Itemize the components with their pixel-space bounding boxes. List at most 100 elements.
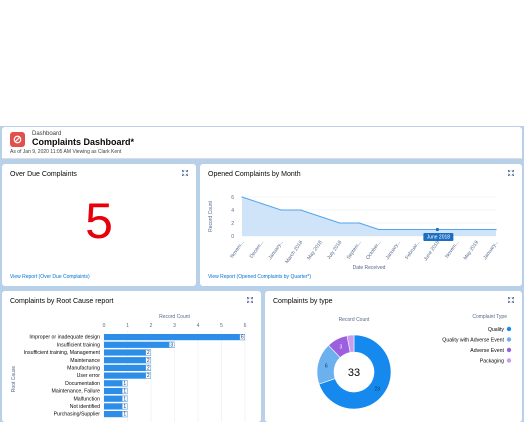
expand-icon[interactable] <box>247 297 253 303</box>
data-point <box>378 228 380 231</box>
bar-value-badge <box>122 396 128 402</box>
bar <box>104 364 151 371</box>
view-report-link[interactable]: View Report (Over Due Complaints) <box>10 274 90 280</box>
axis-label: Record Count <box>339 317 370 323</box>
card-title: Over Due Complaints <box>10 171 77 178</box>
x-tick-label: October... <box>365 240 382 261</box>
bar <box>104 357 151 364</box>
bar-value-badge <box>239 334 245 340</box>
x-tick-label: 2 <box>150 323 153 329</box>
x-tick-label: June 2018 <box>423 240 441 263</box>
view-report-link[interactable]: View Report (Opened Complaints by Quarte… <box>208 274 312 280</box>
bar-value-label: 1 <box>123 381 126 387</box>
legend-swatch <box>506 347 512 353</box>
category-label: Improper or inadequate design <box>29 335 100 341</box>
bar <box>104 403 128 410</box>
card-title: Complaints by type <box>273 298 333 305</box>
card-title: Opened Complaints by Month <box>208 171 301 178</box>
slice-label: 23 <box>374 387 380 393</box>
y-axis-label: Record Count <box>208 200 214 231</box>
dashboard-app: Dashboard Complaints Dashboard* As of Ja… <box>0 126 524 422</box>
legend-label: Packaging <box>480 359 504 365</box>
bar-value-badge <box>145 365 151 371</box>
bar <box>104 395 128 402</box>
tooltip-box <box>423 233 454 241</box>
data-point <box>495 228 497 231</box>
category-label: Purchasing/Supplier <box>54 412 101 418</box>
data-point <box>260 202 263 205</box>
bar-value-label: 1 <box>123 404 126 410</box>
expand-icon[interactable] <box>182 170 188 176</box>
legend-swatch <box>506 358 512 363</box>
x-tick-label: 3 <box>173 323 176 329</box>
legend-label: Quality <box>488 327 505 333</box>
x-tick-label: March 2018 <box>284 240 304 265</box>
bar <box>104 334 245 341</box>
bar-value-label: 1 <box>123 412 126 418</box>
metric-value[interactable]: 5 <box>85 193 113 249</box>
page-title: Complaints Dashboard* <box>32 137 135 147</box>
area-fill <box>242 197 496 236</box>
x-tick-label: 6 <box>244 323 247 329</box>
card-title: Complaints by Root Cause report <box>10 298 114 305</box>
x-tick-label: 0 <box>103 323 106 329</box>
expand-icon[interactable] <box>508 170 514 176</box>
data-point <box>300 209 302 211</box>
x-tick-label: May 2018 <box>306 240 324 262</box>
category-label: Maintenance <box>70 358 100 364</box>
slice-label: 6 <box>325 363 328 369</box>
data-point <box>475 228 478 231</box>
x-axis-label: Record Count <box>159 314 190 320</box>
bar-value-badge <box>145 372 151 379</box>
x-tick-label: 1 <box>126 323 129 329</box>
data-point <box>339 222 341 224</box>
y-axis-label: Root Cause <box>11 366 17 393</box>
category-label: User error <box>77 373 101 379</box>
bar-value-badge <box>145 357 151 363</box>
expand-icon[interactable] <box>508 297 514 303</box>
bar-value-label: 1 <box>123 389 126 395</box>
category-label: Insufficient training, Management <box>24 350 101 356</box>
legend-label: Adverse Event <box>470 348 504 354</box>
y-tick-label: 4 <box>231 208 234 214</box>
data-point <box>241 196 243 198</box>
as-of-meta: As of Jan 9, 2020 11:05 AM Viewing as Cl… <box>10 149 122 155</box>
category-label: Not identified <box>70 404 100 410</box>
x-tick-label: Novem... <box>229 240 245 260</box>
tooltip-label: June 2018 <box>427 235 451 241</box>
root-cause-chart[interactable]: Record Count 0 1 2 3 4 5 66 Improper or inadequa… <box>2 291 261 422</box>
series-line <box>241 196 496 230</box>
legend-label: Quality with Adverse Event <box>442 338 504 344</box>
x-tick-label: Decem... <box>249 240 265 260</box>
bar-value-badge <box>122 403 128 410</box>
donut-total: 33 <box>348 367 360 379</box>
bar <box>104 349 151 356</box>
bar-value-badge <box>122 411 128 417</box>
y-tick-label: 0 <box>231 234 234 240</box>
bar-value-label: 2 <box>147 350 150 356</box>
data-point <box>319 215 321 218</box>
x-tick-label: July 2018 <box>326 240 343 261</box>
opened-complaints-card: Opened Complaints by Month 0 2 4 6 Novem... D… <box>200 164 522 286</box>
data-point <box>456 228 458 231</box>
bar-value-label: 6 <box>241 335 244 341</box>
highlight-point <box>435 227 439 232</box>
complaints-by-type-card: Complaints by type Record Count 23 6 3 33 Com… <box>265 291 522 422</box>
bar-value-label: 2 <box>147 366 150 372</box>
data-point <box>358 222 360 224</box>
x-tick-label: January... <box>482 240 499 261</box>
legend-swatch <box>506 326 512 332</box>
bar <box>104 380 128 387</box>
bar-value-badge <box>122 380 128 386</box>
data-point <box>280 209 282 211</box>
x-tick-label: 4 <box>197 323 200 329</box>
bar-value-badge <box>169 342 175 348</box>
object-label: Dashboard <box>32 131 62 137</box>
category-label: Documentation <box>65 381 100 387</box>
x-tick-label: January... <box>385 240 402 261</box>
bar-value-label: 3 <box>170 342 173 348</box>
y-tick-label: 2 <box>231 221 234 227</box>
legend-title: Complaint Type <box>472 314 507 320</box>
